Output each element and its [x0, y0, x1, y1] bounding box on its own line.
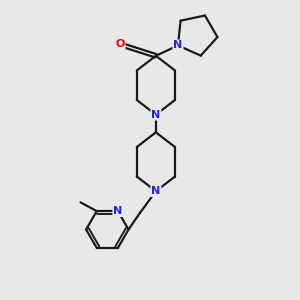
- Text: N: N: [113, 206, 122, 216]
- Text: O: O: [115, 39, 125, 49]
- Text: N: N: [151, 186, 160, 196]
- Text: N: N: [173, 40, 183, 50]
- Text: N: N: [151, 110, 160, 120]
